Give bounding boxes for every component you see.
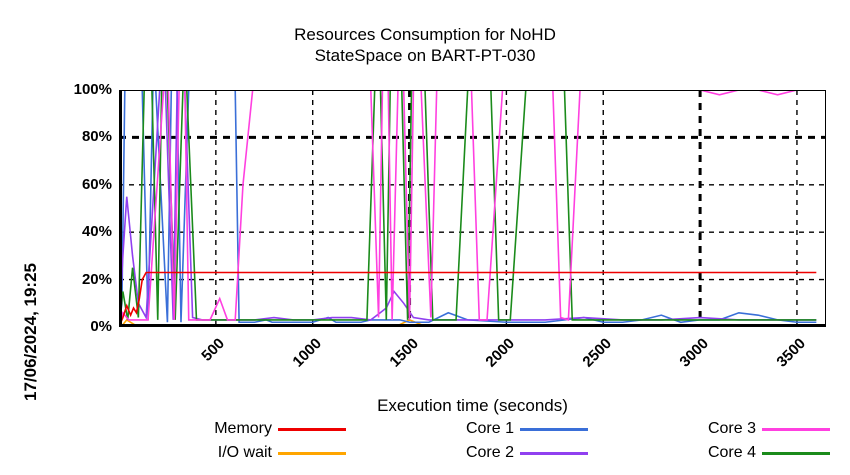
- legend-label: Core 1: [465, 420, 514, 437]
- legend-item-core-1[interactable]: Core 1: [398, 418, 588, 442]
- series-line-memory: [119, 271, 817, 327]
- plot-frame: [119, 90, 826, 327]
- x-tick-2500: 2500: [579, 335, 616, 371]
- x-tick-2000: 2000: [482, 335, 519, 371]
- chart-title-line1: Resources Consumption for NoHD: [294, 25, 556, 44]
- legend-item-core-4[interactable]: Core 4: [640, 442, 830, 466]
- legend-item-core-3[interactable]: Core 3: [640, 418, 830, 442]
- y-tick-0%: 0%: [90, 318, 112, 335]
- chart-title: Resources Consumption for NoHD StateSpac…: [0, 24, 850, 66]
- legend-column-1: Core 1 Core 2: [398, 418, 588, 466]
- x-tick-500: 500: [198, 335, 228, 365]
- legend-swatch: [278, 428, 346, 431]
- plot-area: [119, 90, 826, 327]
- y-tick-40%: 40%: [81, 223, 112, 241]
- y-tick-20%: 20%: [81, 270, 112, 288]
- x-axis-label: Execution time (seconds): [377, 396, 568, 415]
- legend-column-0: Memory I/O wait: [156, 418, 346, 466]
- chart-legend: Memory I/O wait Core 1 Core 2 Core 3 Core 4: [0, 418, 850, 475]
- legend-item-i-o-wait[interactable]: I/O wait: [156, 442, 346, 466]
- legend-label: Core 4: [707, 444, 756, 461]
- legend-swatch: [278, 452, 346, 455]
- series-line-core-1: [119, 90, 817, 327]
- y-tick-80%: 80%: [81, 128, 112, 146]
- legend-label: Core 2: [465, 444, 514, 461]
- x-tick-3000: 3000: [676, 335, 713, 371]
- y-tick-60%: 60%: [81, 175, 112, 193]
- x-tick-1500: 1500: [385, 335, 422, 371]
- legend-item-memory[interactable]: Memory: [156, 418, 346, 442]
- legend-label: I/O wait: [217, 444, 272, 461]
- series-line-core-3: [119, 90, 817, 327]
- legend-swatch: [520, 452, 588, 455]
- y-axis-tick-labels: 0% 20% 40% 60% 80% 100%: [46, 0, 112, 475]
- series-line-core-2: [119, 90, 817, 327]
- y-tick-100%: 100%: [73, 81, 112, 98]
- legend-swatch: [762, 452, 830, 455]
- legend-item-core-2[interactable]: Core 2: [398, 442, 588, 466]
- legend-label: Core 3: [707, 420, 756, 437]
- x-tick-1000: 1000: [289, 335, 325, 371]
- legend-swatch: [762, 428, 830, 431]
- x-tick-3500: 3500: [773, 335, 809, 371]
- legend-swatch: [520, 428, 588, 431]
- chart-title-line2: StateSpace on BART-PT-030: [314, 46, 536, 65]
- legend-label: Memory: [214, 420, 272, 437]
- legend-column-2: Core 3 Core 4: [640, 418, 830, 466]
